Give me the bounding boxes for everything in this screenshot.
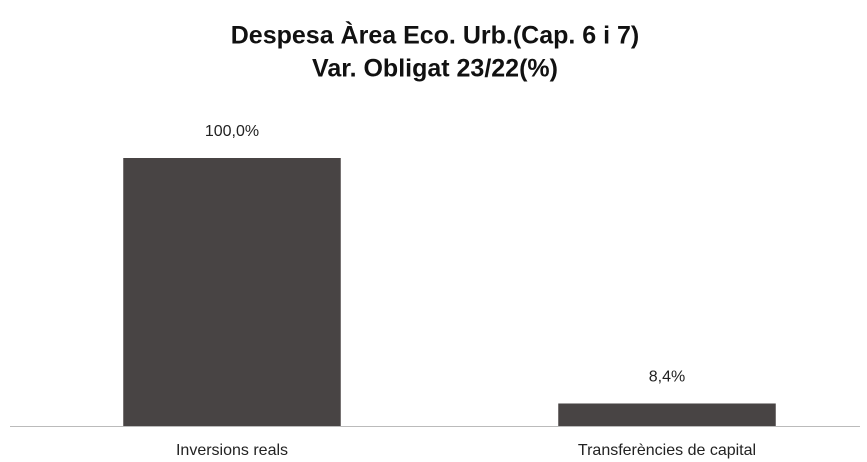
x-tick-label: Inversions reals bbox=[176, 442, 288, 459]
data-label: 8,4% bbox=[649, 369, 685, 386]
data-label: 100,0% bbox=[205, 123, 259, 140]
x-tick-label: Transferències de capital bbox=[578, 442, 756, 459]
chart-title: Despesa Àrea Eco. Urb.(Cap. 6 i 7) bbox=[231, 21, 639, 50]
bar bbox=[123, 158, 341, 426]
bar bbox=[558, 403, 776, 426]
chart-subtitle: Var. Obligat 23/22(%) bbox=[312, 55, 558, 83]
